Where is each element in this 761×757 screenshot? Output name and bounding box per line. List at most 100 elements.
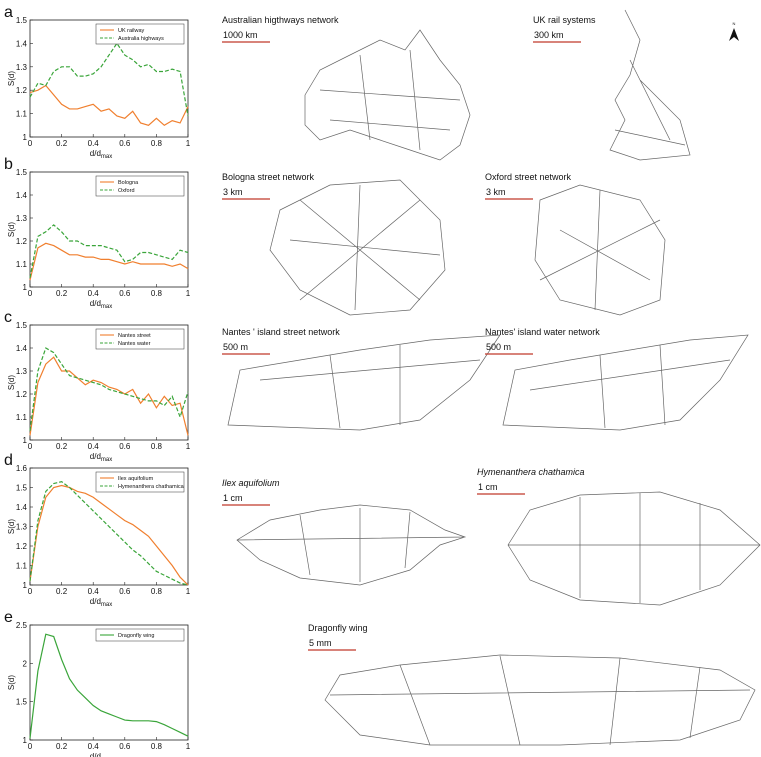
legend-box [95,628,185,642]
x-axis-label: d/dmax [90,752,112,757]
x-tick-label: 0.2 [56,742,68,751]
nantes-street-network [227,334,501,431]
x-axis-label: d/dmax [90,452,112,463]
series-line [29,242,189,281]
panel-label: b [4,156,13,173]
x-axis-label-sub: max [101,304,112,310]
y-tick-label: 1.5 [16,168,28,177]
x-tick-label: 0.2 [56,442,68,451]
series-line [29,42,189,117]
y-tick-label: 1.3 [16,523,28,532]
x-axis-label-main: d/d [90,597,101,606]
plot-frame [29,624,189,741]
y-tick-label: 1.1 [16,260,28,269]
y-tick-label: 1 [23,581,28,590]
ilex-leaf [236,504,467,586]
x-tick-label: 0 [28,742,33,751]
series-line [29,480,189,586]
y-tick-label: 1.3 [16,367,28,376]
y-tick-label: 1.4 [16,39,28,48]
plot-frame [29,19,189,138]
x-tick-label: 0.8 [151,442,163,451]
plot-frame [29,171,189,288]
series-line [29,347,189,431]
y-tick-label: 1.3 [16,63,28,72]
y-tick-label: 1.4 [16,503,28,512]
network-title: Oxford street network [485,172,572,182]
legend-label: Hymenanthera chathamica [118,484,185,490]
legend-label: Bologna [118,180,139,186]
x-tick-label: 1 [186,289,191,298]
x-tick-label: 0.2 [56,139,68,148]
legend-box [95,175,185,197]
network-title: UK rail systems [533,15,596,25]
x-tick-label: 0 [28,289,33,298]
y-tick-label: 2 [23,659,28,668]
network-title: Dragonfly wing [308,623,368,633]
x-axis-label-sub: max [101,602,112,608]
plot-frame [29,324,189,441]
x-tick-label: 0.8 [151,139,163,148]
y-tick-label: 1.5 [16,484,28,493]
x-tick-label: 0.8 [151,289,163,298]
series-line [29,224,189,278]
y-tick-label: 1.3 [16,214,28,223]
y-tick-label: 1.2 [16,237,28,246]
y-tick-label: 1.6 [16,464,28,473]
scale-label: 500 m [223,342,248,352]
network-title: Nantes ' island street network [222,327,340,337]
x-tick-label: 0.4 [88,742,100,751]
y-tick-label: 1.2 [16,542,28,551]
panel-label: d [4,452,13,469]
x-axis-label: d/dmax [90,299,112,310]
legend-label: Dragonfly wing [118,633,154,639]
x-tick-label: 0.6 [119,587,131,596]
nantes-water-network [502,334,749,431]
network-title: Nantes' island water network [485,327,600,337]
x-tick-label: 0.4 [88,289,100,298]
hymenanthera-leaf [507,491,761,606]
legend-label: Nantes street [118,333,151,339]
legend-label: Australia highways [118,36,164,42]
x-axis-label-main: d/d [90,752,101,757]
north-arrow [729,28,739,41]
y-tick-label: 1.1 [16,110,28,119]
legend-label: UK railway [118,28,145,34]
y-axis-label: S(d) [7,71,16,86]
legend-label: Nantes water [118,341,151,347]
series-line [29,633,189,739]
x-axis-label-main: d/d [90,452,101,461]
scale-label: 3 km [486,187,506,197]
legend-box [95,471,185,493]
scale-label: 1 cm [223,493,243,503]
x-tick-label: 0.8 [151,742,163,751]
uk-network [609,9,691,161]
network-title: Bologna street network [222,172,315,182]
panel-label: e [4,609,13,626]
x-axis-label-main: d/d [90,149,101,158]
x-axis-label-sub: max [101,154,112,160]
x-axis-label: d/dmax [90,597,112,608]
y-tick-label: 1.5 [16,16,28,25]
bologna-network [269,179,446,316]
x-tick-label: 0.2 [56,587,68,596]
y-tick-label: 1 [23,736,28,745]
panel-label: a [4,4,13,21]
y-tick-label: 1.4 [16,344,28,353]
x-tick-label: 1 [186,587,191,596]
y-axis-label: S(d) [7,519,16,534]
x-axis-label-main: d/d [90,299,101,308]
network-title: Ilex aquifolium [222,478,280,488]
y-tick-label: 1.5 [16,698,28,707]
scale-label: 3 km [223,187,243,197]
y-tick-label: 1.2 [16,390,28,399]
network-title: Australian higthways network [222,15,339,25]
series-line [29,356,189,436]
series-line [29,484,189,586]
x-tick-label: 0 [28,587,33,596]
y-tick-label: 2.5 [16,621,28,630]
x-axis-label: d/dmax [90,149,112,160]
y-tick-label: 1.4 [16,191,28,200]
x-tick-label: 0.4 [88,587,100,596]
